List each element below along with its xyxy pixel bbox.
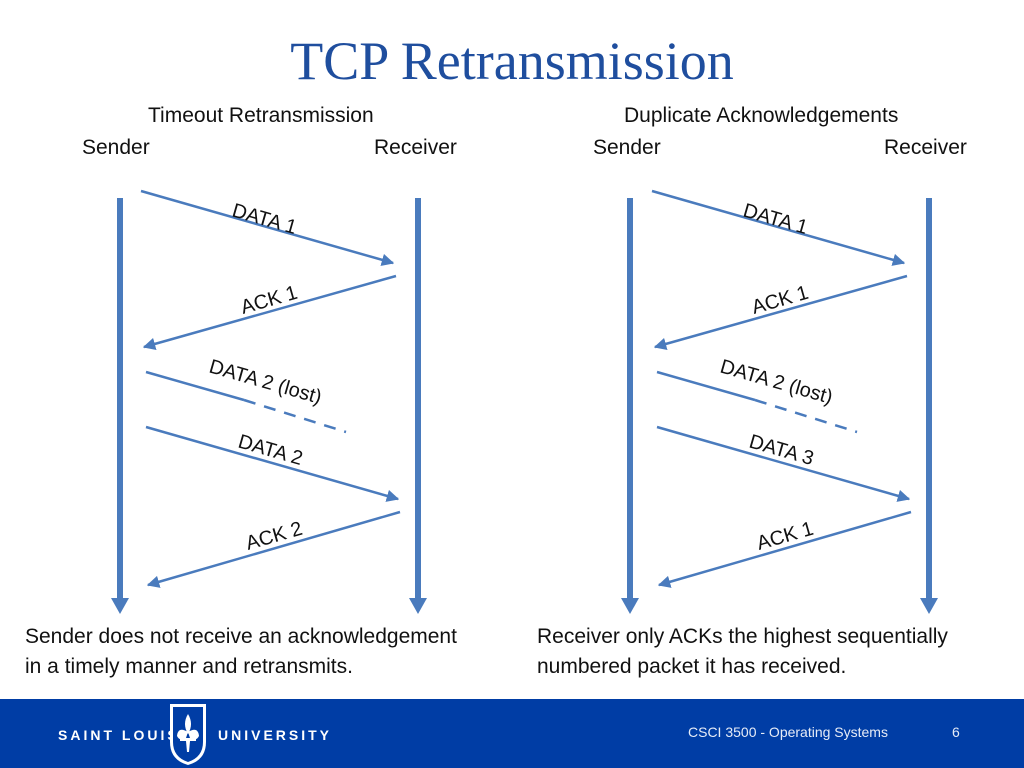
university-name-right: UNIVERSITY: [218, 727, 333, 743]
left-ack1-label: ACK 1: [238, 282, 300, 319]
left-lost-arrow-solid: [145, 370, 245, 402]
right-caption-line2: numbered packet it has received.: [537, 655, 847, 678]
right-lost-arrow-dashed: [754, 398, 858, 434]
right-receiver-label: Receiver: [884, 136, 967, 159]
right-ack1-label: ACK 1: [749, 282, 811, 319]
left-ack2-arrow: [146, 510, 401, 588]
left-panel-heading: Timeout Retransmission: [148, 104, 374, 127]
page-number: 6: [952, 724, 960, 740]
left-caption-line2: in a timely manner and retransmits.: [25, 655, 353, 678]
left-receiver-label: Receiver: [374, 136, 457, 159]
slide-title: TCP Retransmission: [290, 31, 734, 91]
right-sender-timeline-arrowhead: [621, 598, 639, 614]
sequence-diagrams: DATA 1 ACK 1 DATA 2 (lost) DATA 2 ACK 2 …: [111, 189, 938, 614]
university-name-left: SAINT LOUIS: [58, 727, 180, 743]
right-data1-label: DATA 1: [741, 200, 810, 239]
right-caption-line1: Receiver only ACKs the highest sequentia…: [537, 625, 948, 648]
left-caption-line1: Sender does not receive an acknowledgeme…: [25, 625, 457, 648]
fleur-de-lis-shield-icon: [170, 704, 206, 765]
right-panel-diagram: DATA 1 ACK 1 DATA 2 (lost) DATA 3 ACK 1: [621, 189, 938, 614]
left-caption: Sender does not receive an acknowledgeme…: [25, 622, 457, 682]
right-data3-arrow: [656, 425, 911, 502]
right-data2-lost-label: DATA 2 (lost): [718, 356, 836, 409]
right-receiver-timeline-arrowhead: [920, 598, 938, 614]
left-data1-arrow: [140, 189, 395, 266]
right-data3-label: DATA 3: [747, 431, 816, 470]
right-ack1-dup-arrow: [657, 510, 912, 588]
left-data2-lost-label: DATA 2 (lost): [207, 356, 325, 409]
right-panel-heading: Duplicate Acknowledgements: [624, 104, 899, 127]
left-data1-label: DATA 1: [230, 200, 299, 239]
left-data2-arrow: [145, 425, 400, 502]
left-receiver-timeline-arrowhead: [409, 598, 427, 614]
right-data1-arrow: [651, 189, 906, 266]
right-sender-label: Sender: [593, 136, 661, 159]
left-data2-label: DATA 2: [236, 431, 305, 470]
footer-bar: SAINT LOUIS UNIVERSITY CSCI 3500 - Opera…: [0, 699, 1024, 768]
left-panel-diagram: DATA 1 ACK 1 DATA 2 (lost) DATA 2 ACK 2: [111, 189, 427, 614]
right-ack1-arrow: [653, 274, 908, 350]
left-lost-arrow-dashed: [243, 398, 347, 434]
course-title: CSCI 3500 - Operating Systems: [688, 724, 888, 740]
right-caption: Receiver only ACKs the highest sequentia…: [537, 622, 948, 682]
left-sender-label: Sender: [82, 136, 150, 159]
right-lost-arrow-solid: [656, 370, 756, 402]
left-ack1-arrow: [142, 274, 397, 350]
left-sender-timeline-arrowhead: [111, 598, 129, 614]
